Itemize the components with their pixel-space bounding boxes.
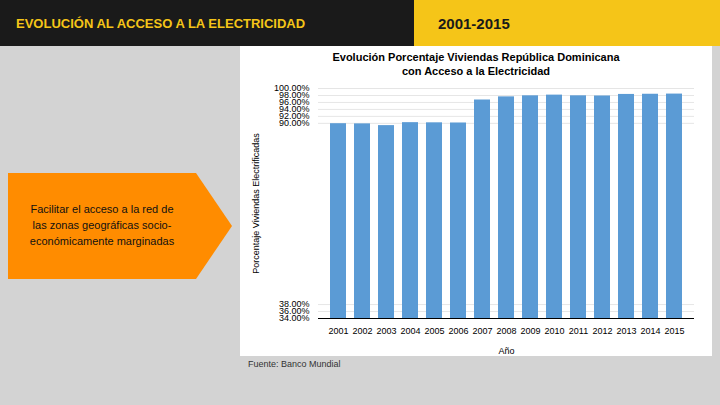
html-text:EVOLUCIÓN AL ACCESO A LA ELECT: EVOLUCIÓN AL ACCESO A LA ELECTRICIDAD	[16, 15, 306, 31]
svg-text:2001: 2001	[328, 326, 348, 336]
svg-text:36.00%: 36.00%	[279, 306, 310, 317]
svg-text:2013: 2013	[616, 326, 636, 336]
svg-text:98.00%: 98.00%	[279, 90, 310, 101]
html-text:2001-2015: 2001-2015	[438, 14, 510, 32]
svg-text:38.00%: 38.00%	[279, 299, 310, 309]
html-text:Fuente: Banco Mundial: Fuente: Banco Mundial	[248, 359, 341, 369]
svg-text:2010: 2010	[544, 326, 564, 336]
svg-text:2014: 2014	[640, 326, 660, 336]
svg-text:2011: 2011	[569, 326, 588, 336]
svg-text:100.00%: 100.00%	[274, 83, 310, 93]
svg-text:2004: 2004	[400, 326, 420, 336]
svg-text:2009: 2009	[520, 326, 540, 336]
svg-text:Porcentaje Viviendas Electrifi: Porcentaje Viviendas Electrificadas	[251, 133, 261, 274]
svg-text:2003: 2003	[376, 326, 396, 336]
html-text:Evolución Porcentaje Viviendas: Evolución Porcentaje Viviendas República…	[332, 51, 620, 63]
svg-text:Año: Año	[498, 346, 514, 356]
svg-text:económicamente marginadas: económicamente marginadas	[30, 234, 175, 246]
html-text:con Acceso a la Electricidad: con Acceso a la Electricidad	[401, 65, 551, 77]
svg-text:2015: 2015	[664, 326, 684, 336]
svg-text:2008: 2008	[496, 326, 516, 336]
svg-text:Facilitar el acceso a la red d: Facilitar el acceso a la red de	[30, 202, 173, 214]
svg-text:2012: 2012	[592, 326, 612, 336]
svg-text:34.00%: 34.00%	[279, 313, 310, 324]
svg-text:2005: 2005	[424, 326, 444, 336]
svg-text:90.00%: 90.00%	[279, 118, 310, 129]
svg-text:92.00%: 92.00%	[279, 111, 310, 122]
svg-text:las zonas geográficas socio-: las zonas geográficas socio-	[33, 218, 172, 230]
svg-text:2006: 2006	[448, 326, 468, 336]
svg-text:2007: 2007	[472, 326, 492, 336]
svg-text:96.00%: 96.00%	[279, 97, 310, 108]
svg-text:94.00%: 94.00%	[279, 104, 310, 115]
svg-text:2002: 2002	[352, 326, 372, 336]
